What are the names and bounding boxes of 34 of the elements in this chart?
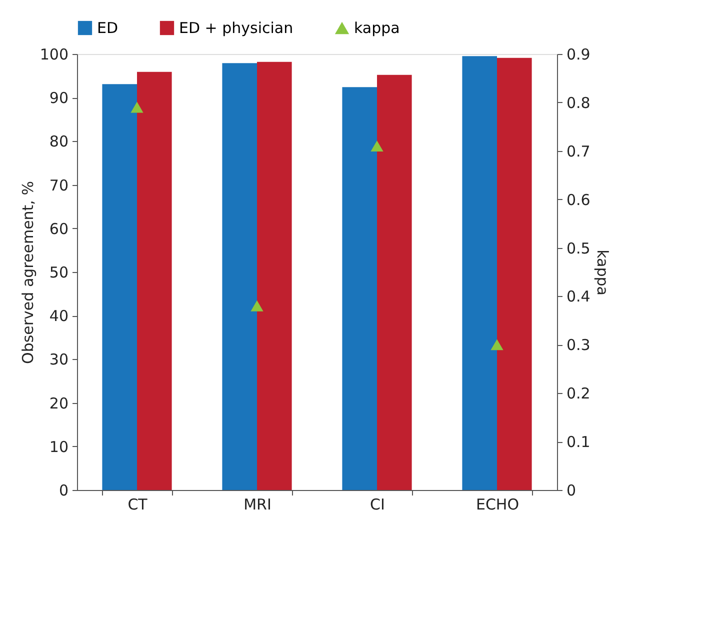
y2-tick-label: 0.9 bbox=[566, 46, 590, 64]
x-tick-label: ECHO bbox=[476, 496, 520, 514]
y-tick-label: 80 bbox=[49, 132, 68, 151]
x-tick-label: CT bbox=[128, 496, 148, 514]
y2-tick-label: 0.4 bbox=[566, 288, 590, 306]
y-tick-label: 70 bbox=[49, 176, 68, 194]
y-tick-label: 50 bbox=[49, 264, 68, 282]
y2-tick-label: 0 bbox=[566, 482, 576, 500]
y2-tick-label: 0.7 bbox=[566, 142, 590, 160]
x-tick-label: MRI bbox=[244, 496, 272, 514]
x-tick-label: CI bbox=[370, 496, 385, 514]
point bbox=[370, 140, 384, 152]
y-tick-label: 30 bbox=[49, 350, 68, 369]
y-tick-label: 20 bbox=[49, 394, 68, 412]
y-tick-label: 90 bbox=[49, 89, 68, 108]
y-tick-label: 10 bbox=[49, 438, 68, 456]
legend-label: ED + physician bbox=[179, 19, 294, 37]
y-axis-title: Observed agreement, % bbox=[18, 181, 37, 364]
point bbox=[490, 339, 504, 350]
y2-axis-title: kappa bbox=[593, 250, 612, 296]
y2-tick-label: 0.3 bbox=[566, 336, 590, 354]
y-tick-label: 100 bbox=[40, 46, 68, 64]
y2-tick-label: 0.2 bbox=[566, 384, 590, 403]
y2-tick-label: 0.8 bbox=[566, 94, 590, 112]
legend-label: ED bbox=[97, 19, 118, 37]
y-tick-label: 40 bbox=[49, 307, 68, 326]
y2-tick-label: 0.1 bbox=[566, 433, 590, 452]
point bbox=[250, 300, 264, 312]
y-tick-label: 60 bbox=[49, 220, 68, 238]
y-tick-label: 0 bbox=[58, 482, 68, 500]
point bbox=[130, 102, 144, 113]
y2-tick-label: 0.6 bbox=[566, 190, 590, 209]
legend-label: kappa bbox=[354, 19, 400, 37]
y2-tick-label: 0.5 bbox=[566, 239, 590, 258]
